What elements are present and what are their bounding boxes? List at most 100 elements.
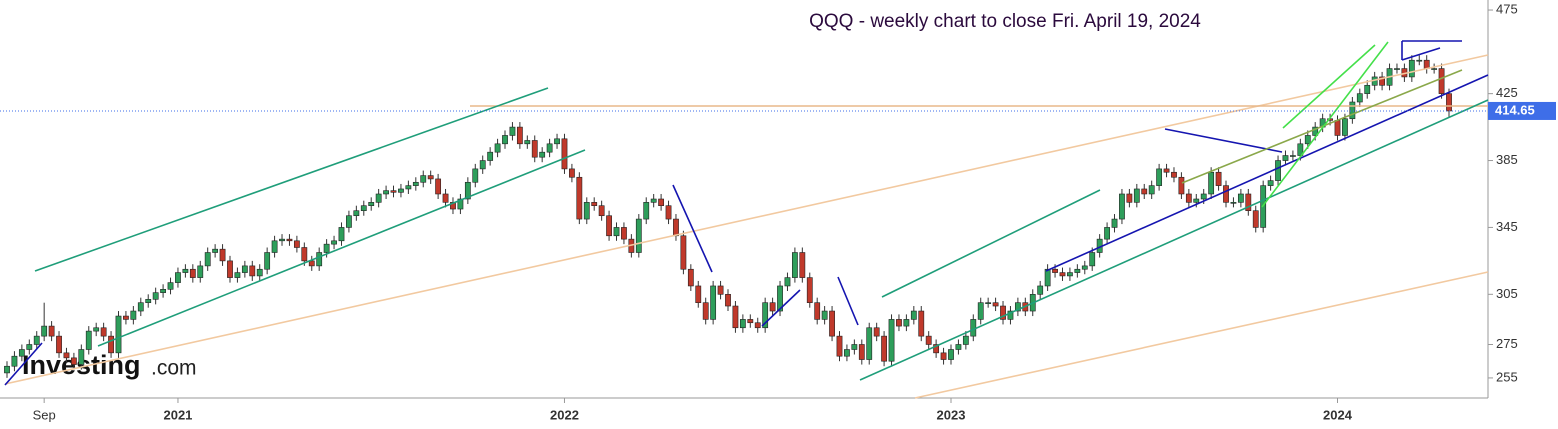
candle-body: [472, 168, 479, 183]
candle-body: [93, 327, 100, 332]
candle-body: [1252, 210, 1259, 228]
candle-body: [212, 248, 219, 253]
candle-body: [33, 335, 40, 345]
trendline: [1164, 128, 1283, 153]
candle-body: [1446, 93, 1452, 112]
candle-body: [78, 349, 85, 365]
candle-body: [985, 302, 992, 304]
candle-body: [933, 344, 940, 354]
candle-body: [717, 285, 724, 295]
trendline: [34, 87, 549, 272]
candle-body: [791, 252, 798, 278]
candle-body: [509, 126, 516, 136]
candle-body: [85, 330, 92, 350]
candle-body: [271, 240, 278, 253]
candle-body: [1014, 302, 1021, 312]
candle-body: [650, 198, 657, 203]
candle-body: [145, 299, 152, 303]
candle-body: [687, 268, 694, 287]
candle-body: [962, 335, 969, 345]
candle-body: [1111, 218, 1118, 228]
candle-body: [412, 181, 419, 186]
candle-body: [26, 344, 33, 350]
trendline: [97, 149, 586, 347]
y-tick-label: 255: [1496, 369, 1518, 384]
candle-body: [137, 302, 144, 312]
candle-body: [331, 240, 337, 245]
candle-body: [992, 302, 999, 307]
x-tick-label: 2024: [1323, 407, 1353, 422]
y-tick-label: 425: [1496, 85, 1518, 100]
candle-body: [1133, 188, 1140, 203]
candle-body: [70, 357, 77, 365]
candle-body: [858, 344, 865, 360]
candle-body: [189, 268, 196, 278]
candle-body: [1208, 171, 1215, 195]
candle-body: [784, 277, 791, 287]
candle-body: [554, 138, 560, 145]
candle-body: [635, 218, 642, 253]
candle-body: [1052, 268, 1058, 273]
candle-body: [546, 143, 553, 153]
candle-body: [1037, 285, 1044, 295]
candle-body: [279, 238, 285, 242]
candle-body: [777, 285, 783, 312]
candle-body: [63, 352, 70, 359]
candle-body: [702, 302, 709, 320]
candle-body: [1156, 168, 1163, 186]
candle-body: [955, 344, 962, 350]
candle-body: [881, 335, 887, 362]
candle-body: [710, 285, 717, 320]
candle-body: [1007, 310, 1014, 320]
candle-body: [747, 319, 754, 324]
candle-body: [725, 294, 731, 307]
candle-body: [598, 205, 605, 217]
candle-body: [814, 302, 821, 320]
candle-body: [516, 126, 523, 145]
candle-body: [591, 202, 598, 206]
candle-body: [1148, 185, 1155, 195]
candle-body: [1342, 118, 1348, 136]
candle-body: [360, 205, 367, 212]
candle-body: [1044, 268, 1051, 287]
candle-body: [338, 227, 345, 242]
candle-body: [613, 227, 620, 237]
candle-body: [903, 319, 910, 327]
chart-title: QQQ - weekly chart to close Fri. April 1…: [809, 11, 1201, 32]
trendlines: [4, 40, 1489, 399]
trendline: [4, 54, 1489, 385]
trendline: [859, 99, 1489, 381]
candle-body: [1200, 193, 1207, 200]
candle-body: [754, 322, 761, 329]
candle-body: [851, 344, 858, 350]
candle-body: [130, 310, 137, 320]
candle-body: [249, 265, 256, 277]
candle-body: [606, 215, 612, 237]
candle-body: [1185, 193, 1192, 203]
candle-body: [896, 319, 902, 327]
candle-body: [1364, 84, 1371, 94]
candle-body: [464, 181, 471, 200]
candle-body: [888, 319, 895, 362]
candle-body: [316, 252, 323, 267]
candle-body: [1178, 176, 1185, 195]
candle-body: [487, 151, 494, 161]
candle-body: [940, 352, 947, 360]
candle-body: [539, 151, 546, 158]
candles: [4, 55, 1452, 378]
candle-body: [732, 305, 739, 329]
candle-body: [48, 325, 55, 337]
candle-body: [1394, 68, 1400, 70]
candle-body: [1237, 193, 1244, 203]
trendline: [1045, 74, 1489, 272]
axes: [0, 0, 1489, 399]
candle-body: [353, 210, 360, 217]
candle-body: [264, 252, 271, 270]
candle-body: [375, 193, 382, 203]
candle-body: [420, 175, 427, 183]
candle-body: [182, 268, 189, 273]
y-tick-label: 305: [1496, 286, 1518, 301]
candle-body: [502, 135, 508, 145]
candle-body: [1171, 171, 1177, 178]
